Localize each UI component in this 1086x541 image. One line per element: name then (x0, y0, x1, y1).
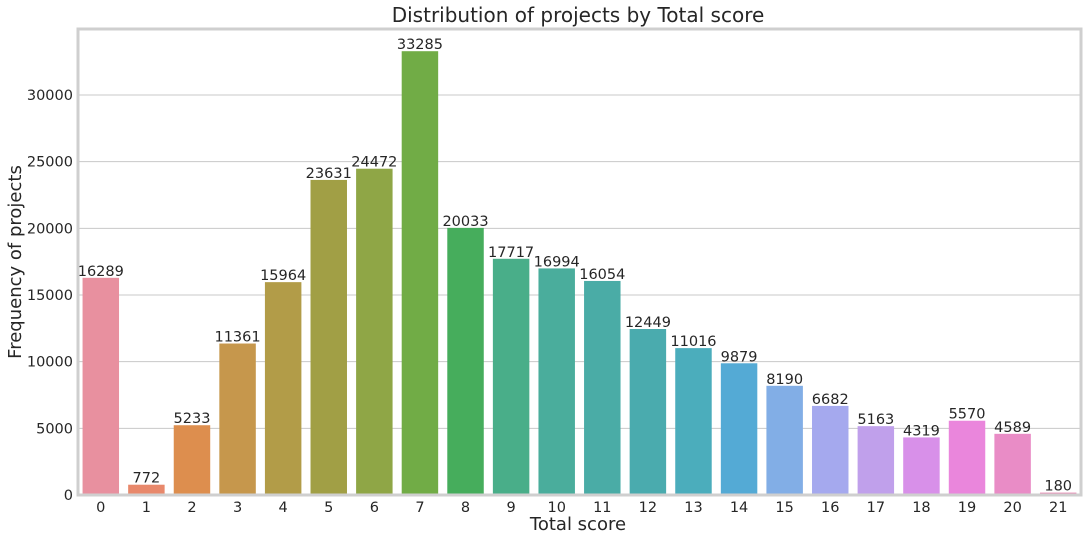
bar-value-label: 4319 (903, 423, 940, 439)
x-tick-label: 14 (730, 500, 748, 516)
x-tick-label: 6 (370, 500, 379, 516)
bar (948, 420, 986, 495)
plot-frame (76, 27, 1083, 497)
x-tick-label: 19 (958, 500, 976, 516)
bar-value-label: 5570 (949, 407, 986, 423)
bar-value-label: 4589 (994, 420, 1031, 436)
x-tick-label: 21 (1049, 500, 1067, 516)
y-tick-label: 0 (64, 488, 73, 504)
x-tick-label: 17 (867, 500, 885, 516)
x-tick-labels: 0 1 2 3 4 5 6 7 8 9 10 11 12 13 14 15 16 17 18 19 20 21 (96, 500, 1067, 516)
bar-value-label: 16054 (579, 267, 625, 283)
x-tick-label: 16 (821, 500, 839, 516)
x-tick-label: 20 (1003, 500, 1021, 516)
x-tick-label: 15 (775, 500, 793, 516)
bar (82, 277, 120, 495)
y-tick-label: 10000 (27, 355, 73, 371)
bar-value-label: 6682 (812, 392, 849, 408)
x-tick-label: 13 (684, 500, 702, 516)
bar (356, 168, 393, 495)
bar-value-label: 20033 (442, 214, 488, 230)
x-tick-label: 18 (912, 500, 930, 516)
x-tick-label: 4 (279, 500, 288, 516)
y-tick-label: 30000 (27, 88, 73, 104)
bar (675, 348, 712, 495)
bar (812, 405, 849, 495)
x-tick-label: 7 (415, 500, 424, 516)
bar-value-label: 16289 (78, 264, 124, 280)
bar-value-label: 12449 (625, 315, 671, 331)
x-tick-label: 2 (187, 500, 196, 516)
bar (264, 282, 302, 495)
y-axis-label: Frequency of projects (5, 165, 26, 359)
bar-value-label: 180 (1044, 479, 1072, 495)
bars (82, 51, 1077, 496)
bar (994, 433, 1031, 495)
x-tick-label: 3 (233, 500, 242, 516)
bar (629, 329, 667, 495)
bar-value-label: 772 (133, 471, 161, 487)
x-tick-label: 5 (324, 500, 333, 516)
bar-value-label: 11361 (214, 330, 260, 346)
bar-value-label: 5233 (174, 411, 211, 427)
bar-value-label: 15964 (260, 268, 306, 284)
bar (219, 343, 256, 495)
bar-value-label: 17717 (488, 245, 534, 261)
x-tick-label: 0 (96, 500, 105, 516)
bar-value-label: 9879 (721, 349, 758, 365)
bar-value-label: 16994 (534, 254, 580, 270)
bar (903, 437, 940, 495)
y-tick-label: 15000 (27, 288, 73, 304)
y-tick-label: 20000 (27, 221, 73, 237)
x-tick-label: 1 (142, 500, 151, 516)
bar-value-label: 11016 (670, 334, 716, 350)
x-tick-label: 10 (547, 500, 565, 516)
bar-value-label: 8190 (766, 372, 803, 388)
bar (401, 51, 439, 495)
bar (584, 280, 621, 495)
bar-value-label: 24472 (351, 155, 397, 171)
bar-value-label: 5163 (857, 412, 894, 428)
x-tick-label: 12 (639, 500, 657, 516)
bar (766, 385, 803, 495)
chart-title: Distribution of projects by Total score (392, 3, 765, 27)
y-tick-label: 25000 (27, 155, 73, 171)
x-tick-label: 11 (593, 500, 611, 516)
bar-value-label: 33285 (397, 37, 443, 53)
y-tick-label: 5000 (36, 421, 73, 437)
bar (310, 179, 347, 496)
bar (173, 425, 211, 495)
bar-value-label: 23631 (306, 166, 352, 182)
y-tick-labels: 0 5000 10000 15000 20000 25000 30000 (27, 88, 73, 504)
x-axis-label: Total score (529, 514, 626, 535)
bar (857, 426, 895, 495)
bar (128, 484, 165, 495)
bar (538, 268, 575, 495)
bar (492, 258, 530, 495)
bar (720, 363, 758, 495)
bar (447, 227, 484, 496)
x-tick-label: 8 (461, 500, 470, 516)
x-tick-label: 9 (506, 500, 515, 516)
